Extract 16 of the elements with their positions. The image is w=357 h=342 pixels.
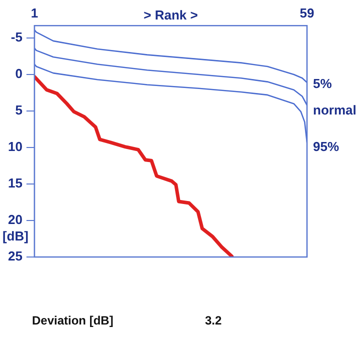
y-tick-label: 20 — [8, 212, 22, 228]
y-tick-label: 10 — [8, 139, 22, 154]
x-tick-label: 59 — [300, 5, 314, 20]
text: 3.2 — [205, 313, 222, 328]
x-axis-title: > Rank > — [144, 8, 198, 23]
y-axis-title: [dB] — [2, 228, 28, 244]
series-label: 95% — [313, 138, 340, 154]
series-label: normal — [313, 102, 356, 118]
y-tick-label: 15 — [8, 176, 22, 191]
x-tick-label: 1 — [30, 5, 38, 20]
text: Deviation [dB] — [32, 313, 114, 328]
y-tick-label: 25 — [8, 248, 22, 264]
y-tick-label: 5 — [15, 102, 22, 118]
y-tick-label: -5 — [10, 30, 22, 45]
series-label: 5% — [313, 76, 332, 92]
y-tick-label: 0 — [15, 66, 22, 82]
